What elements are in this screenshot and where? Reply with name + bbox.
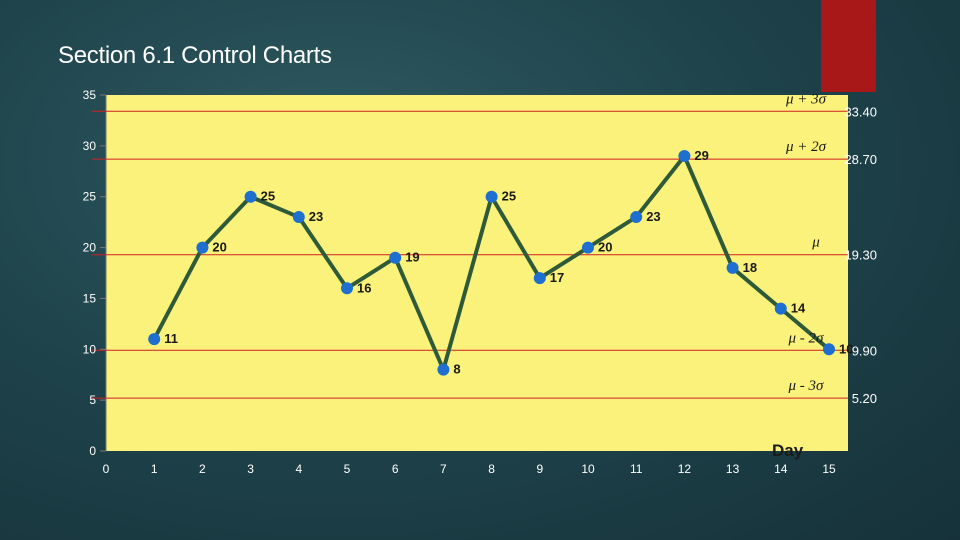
control-limit-value: 9.90 [852,343,877,358]
data-point-marker [533,272,546,285]
data-point-marker [437,363,450,376]
data-point-label: 29 [694,148,708,163]
data-point-label: 23 [646,209,660,224]
data-point-label: 23 [309,209,323,224]
x-tick-label: 12 [678,462,692,476]
data-point-label: 25 [261,189,275,204]
x-tick-label: 4 [295,462,302,476]
data-point-label: 20 [598,240,612,255]
x-tick-label: 6 [392,462,399,476]
data-point-label: 16 [357,280,371,295]
data-point-label: 20 [212,240,226,255]
control-limit-value: 5.20 [852,391,877,406]
accent-block [821,0,876,92]
x-tick-label: 5 [344,462,351,476]
data-point-marker [196,241,209,254]
x-tick-label: 0 [103,462,110,476]
data-point-marker [630,211,643,224]
control-limit-value: 33.40 [844,104,877,119]
x-tick-label: 9 [536,462,543,476]
data-point-marker [341,282,353,295]
data-point-marker [774,302,787,315]
slide-title: Section 6.1 Control Charts [58,42,332,69]
y-tick-label: 30 [83,139,97,153]
data-point-marker [582,241,594,254]
y-tick-label: 10 [83,342,97,356]
data-point-marker [726,261,739,274]
x-tick-label: 13 [726,462,740,476]
control-limit-value: 19.30 [844,248,877,263]
data-point-marker [244,190,257,203]
x-tick-label: 3 [247,462,254,476]
data-point-label: 8 [453,362,460,377]
y-tick-label: 20 [83,241,97,255]
data-point-label: 11 [164,331,178,346]
plot-area [106,95,848,451]
x-tick-label: 11 [630,462,643,476]
x-tick-label: 15 [822,462,836,476]
control-limit-value: 28.70 [844,152,877,167]
x-tick-label: 2 [199,462,206,476]
data-point-marker [823,343,835,356]
x-axis-label: Day [772,441,804,460]
data-point-marker [148,333,161,346]
y-tick-label: 5 [89,393,96,407]
control-limit-name: μ + 3σ [785,91,827,107]
control-limit-name: μ - 3σ [788,378,825,394]
data-point-label: 10 [839,341,853,356]
y-tick-label: 35 [83,88,97,102]
data-point-marker [678,150,691,163]
x-tick-label: 7 [440,462,447,476]
data-point-marker [485,190,498,203]
data-point-label: 19 [405,250,419,265]
x-tick-label: 1 [151,462,158,476]
control-limit-name: μ - 2σ [788,330,825,346]
data-point-label: 14 [791,301,806,316]
x-tick-label: 14 [774,462,788,476]
data-point-label: 25 [502,189,516,204]
x-tick-label: 8 [488,462,495,476]
control-limit-name: μ [811,235,820,251]
data-point-label: 17 [550,270,564,285]
y-tick-label: 0 [89,444,96,458]
data-point-marker [292,211,305,224]
y-tick-label: 25 [83,190,97,204]
x-tick-label: 10 [581,462,595,476]
y-tick-label: 15 [83,291,97,305]
data-point-marker [389,251,402,264]
control-limit-name: μ + 2σ [785,139,827,155]
data-point-label: 18 [743,260,757,275]
